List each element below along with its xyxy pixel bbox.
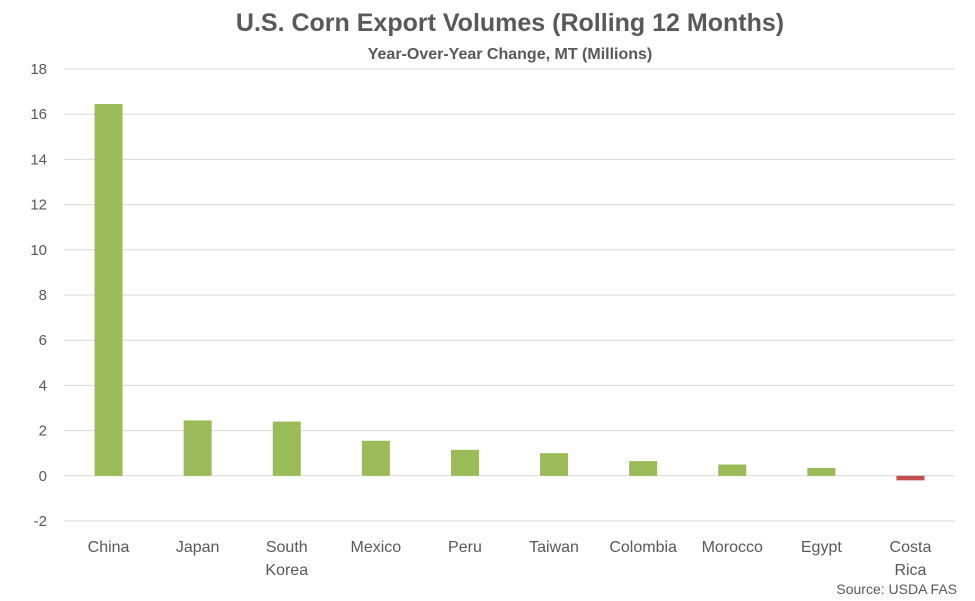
y-tick-label: 10: [30, 242, 47, 259]
bar-china: [94, 104, 123, 476]
bar-egypt: [807, 467, 836, 476]
y-axis-ticks: -2 0 2 4 6 8 10 12 14 16 18: [30, 61, 47, 530]
y-tick-label: 2: [39, 423, 47, 440]
y-tick-label: 16: [30, 106, 47, 123]
y-tick-label: 14: [30, 151, 47, 168]
bar-colombia: [629, 461, 658, 476]
y-tick-label: 8: [39, 287, 47, 304]
y-tick-label: 6: [39, 332, 47, 349]
y-tick-label: 0: [39, 468, 47, 485]
x-tick-label: Morocco: [702, 539, 763, 556]
bar-mexico: [361, 440, 390, 476]
x-tick-label: Egypt: [801, 539, 842, 556]
x-axis-labels: China Japan South Korea Mexico Peru Taiwan Colo…: [88, 539, 932, 579]
x-tick-label: Costa Rica: [890, 539, 932, 579]
bar-peru: [450, 449, 479, 476]
y-tick-label: 18: [30, 61, 47, 78]
gridlines: [64, 68, 955, 522]
bar-morocco: [718, 464, 747, 476]
source-note: Source: USDA FAS: [836, 581, 957, 597]
bar-japan: [183, 420, 212, 476]
x-tick-label: Japan: [176, 539, 220, 556]
x-tick-label: Mexico: [351, 539, 402, 556]
bar-south-korea: [272, 421, 301, 476]
x-tick-label: Colombia: [609, 539, 677, 556]
y-tick-label: 12: [30, 197, 47, 214]
x-tick-label: China: [88, 539, 130, 556]
x-tick-label: Peru: [448, 539, 482, 556]
chart-subtitle: Year-Over-Year Change, MT (Millions): [368, 46, 653, 63]
y-tick-label: -2: [34, 513, 47, 530]
bars: [94, 104, 925, 481]
x-tick-label: Taiwan: [529, 539, 579, 556]
bar-costa-rica: [896, 475, 925, 481]
x-tick-label: South Korea: [265, 539, 308, 579]
bar-taiwan: [540, 453, 569, 476]
y-tick-label: 4: [39, 377, 47, 394]
chart-title: U.S. Corn Export Volumes (Rolling 12 Mon…: [236, 9, 784, 37]
